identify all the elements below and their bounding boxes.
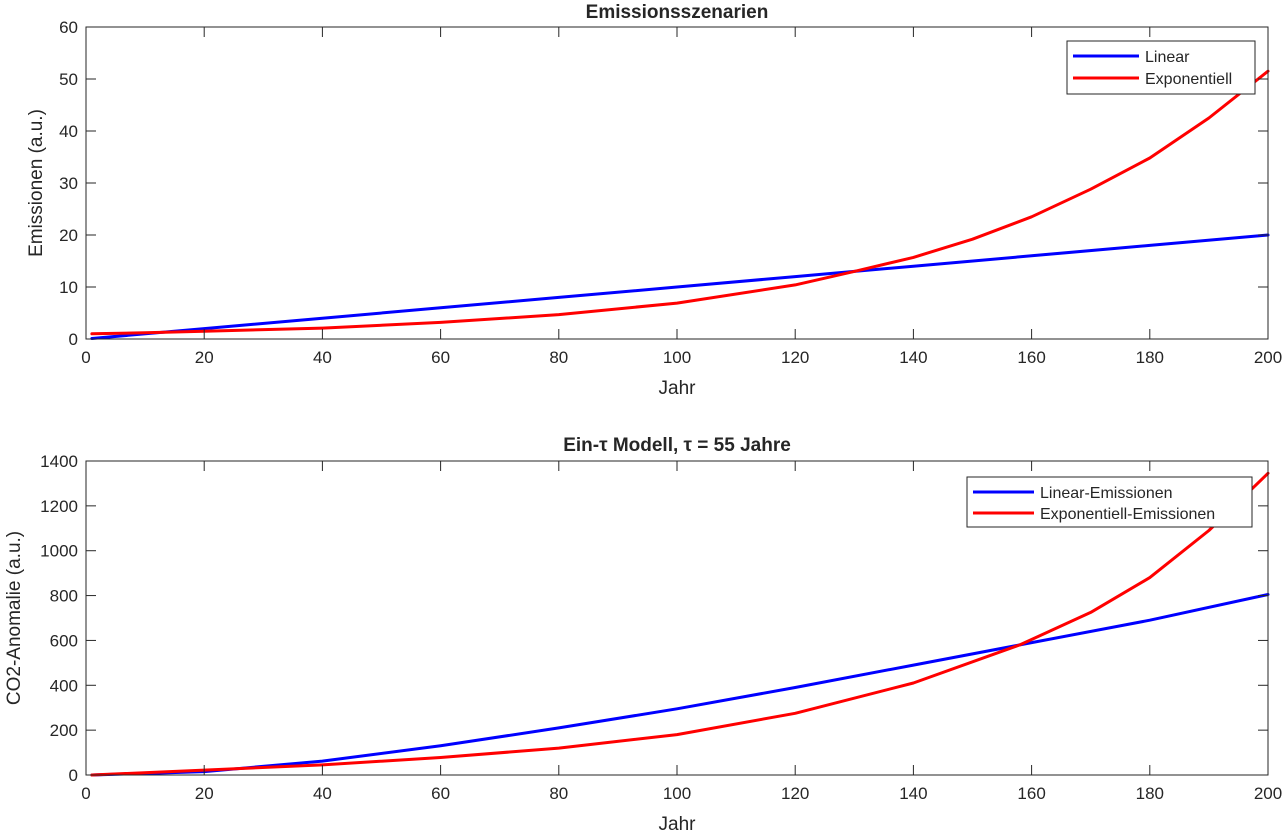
x-tick-label-co2: 80	[549, 784, 568, 803]
x-tick-label-co2: 120	[781, 784, 809, 803]
y-tick-label-co2: 1200	[40, 497, 78, 516]
legend-emissions: Linear Exponentiell	[1066, 40, 1256, 95]
series-line-exponentiell-emissionen	[90, 471, 1270, 777]
x-tick-label-co2: 140	[899, 784, 927, 803]
legend-label-exponentiell: Exponentiell	[1145, 71, 1232, 88]
x-ticks-co2-anomaly: 0 20 40 60 80 100 120 140 160 180 200	[81, 461, 1282, 803]
plot-emissions: Emissionsszenarien 0 20 40 60 80 100 120 140 160…	[26, 2, 1282, 399]
x-tick-label-co2: 200	[1254, 784, 1282, 803]
y-tick-label-co2: 800	[50, 587, 78, 606]
x-tick-label-emissions: 40	[313, 348, 332, 367]
x-tick-label-emissions: 140	[899, 348, 927, 367]
y-tick-label-co2: 1400	[40, 452, 78, 471]
y-tick-label-co2: 200	[50, 721, 78, 740]
x-tick-label-emissions: 160	[1017, 348, 1045, 367]
x-tick-label-emissions: 80	[549, 348, 568, 367]
y-ticks-co2-anomaly: 0 200 400 600 800 1000 1200 1400	[40, 452, 1268, 785]
x-tick-label-co2: 0	[81, 784, 90, 803]
y-tick-label-co2: 400	[50, 676, 78, 695]
plot-co2-anomaly: Ein-τ Modell, τ = 55 Jahre 0 20 40 60 80 100 1…	[4, 435, 1282, 834]
x-ticks-emissions: 0 20 40 60 80 100 120 140 160 180 200	[81, 27, 1282, 367]
series-group-co2-anomaly	[90, 471, 1270, 777]
series-line-exponentiell	[90, 69, 1270, 336]
series-group-emissions	[90, 69, 1270, 340]
y-tick-label-emissions: 60	[59, 18, 78, 37]
y-tick-label-emissions: 30	[59, 174, 78, 193]
y-tick-label-co2: 600	[50, 631, 78, 650]
y-tick-label-emissions: 50	[59, 70, 78, 89]
title-co2-anomaly: Ein-τ Modell, τ = 55 Jahre	[563, 435, 791, 456]
series-line-linear	[90, 233, 1270, 340]
x-tick-label-emissions: 0	[81, 348, 90, 367]
x-tick-label-co2: 60	[431, 784, 450, 803]
x-tick-label-co2: 20	[195, 784, 214, 803]
x-tick-label-emissions: 180	[1136, 348, 1164, 367]
x-tick-label-co2: 160	[1017, 784, 1045, 803]
series-line-linear-emissionen	[90, 593, 1270, 777]
x-tick-label-co2: 180	[1136, 784, 1164, 803]
xlabel-co2-anomaly: Jahr	[659, 814, 697, 834]
legend-label-linear-emissionen: Linear-Emissionen	[1040, 485, 1173, 502]
legend-label-linear: Linear	[1145, 49, 1190, 66]
legend-co2-anomaly: Linear-Emissionen Exponentiell-Emissione…	[966, 476, 1253, 528]
ylabel-co2-anomaly: CO2-Anomalie (a.u.)	[4, 531, 25, 705]
x-tick-label-emissions: 60	[431, 348, 450, 367]
y-tick-label-co2: 0	[69, 766, 78, 785]
x-tick-label-emissions: 20	[195, 348, 214, 367]
xlabel-emissions: Jahr	[659, 378, 697, 399]
x-tick-label-co2: 100	[663, 784, 691, 803]
x-tick-label-co2: 40	[313, 784, 332, 803]
y-tick-label-emissions: 40	[59, 122, 78, 141]
x-tick-label-emissions: 100	[663, 348, 691, 367]
y-tick-label-emissions: 10	[59, 278, 78, 297]
x-tick-label-emissions: 120	[781, 348, 809, 367]
y-tick-label-emissions: 0	[69, 330, 78, 349]
y-tick-label-co2: 1000	[40, 542, 78, 561]
x-tick-label-emissions: 200	[1254, 348, 1282, 367]
y-tick-label-emissions: 20	[59, 226, 78, 245]
legend-label-exponentiell-emissionen: Exponentiell-Emissionen	[1040, 506, 1215, 523]
title-emissions: Emissionsszenarien	[586, 2, 769, 23]
ylabel-emissions: Emissionen (a.u.)	[26, 109, 47, 257]
y-ticks-emissions: 0 10 20 30 40 50 60	[59, 18, 1268, 349]
